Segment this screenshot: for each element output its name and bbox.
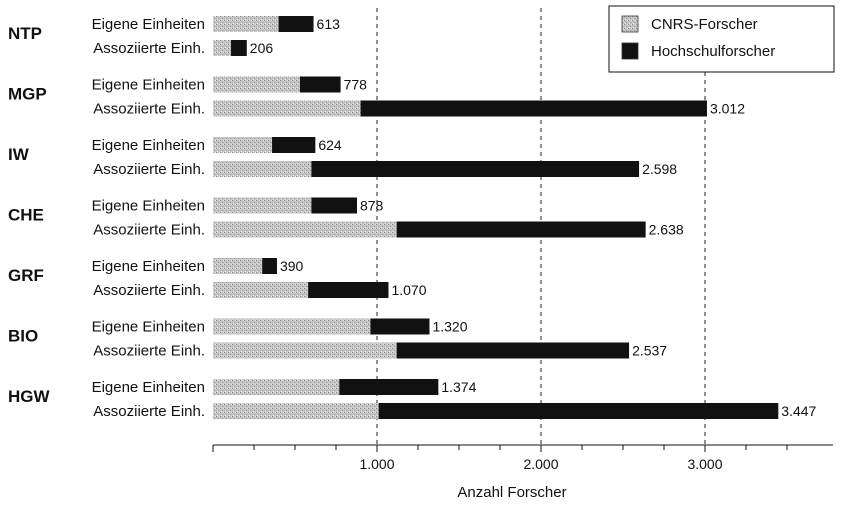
- data-label-ntp-0: 613: [317, 16, 341, 32]
- bar-cnrs-bio-0: [213, 318, 371, 335]
- group-label-hgw: HGW: [8, 387, 51, 406]
- row-label: Eigene Einheiten: [92, 77, 205, 94]
- data-label-ntp-1: 206: [250, 40, 274, 56]
- group-label-che: CHE: [8, 206, 44, 225]
- data-label-bio-0: 1.320: [432, 319, 467, 335]
- bar-hochschul-iw-0: [272, 137, 316, 153]
- row-label: Assoziierte Einh.: [93, 343, 205, 360]
- row-label: Eigene Einheiten: [92, 16, 205, 33]
- group-label-grf: GRF: [8, 266, 44, 285]
- bar-cnrs-che-0: [213, 197, 312, 214]
- bar-cnrs-che-1: [213, 221, 397, 238]
- row-label: Eigene Einheiten: [92, 379, 205, 396]
- data-label-iw-1: 2.598: [642, 161, 677, 177]
- legend-box: [608, 5, 835, 73]
- row-label: Assoziierte Einh.: [93, 222, 205, 239]
- bar-hochschul-bio-1: [396, 342, 630, 359]
- bar-hochschul-mgp-1: [360, 100, 707, 117]
- bar-hochschul-ntp-1: [231, 40, 247, 56]
- bar-cnrs-mgp-1: [213, 100, 361, 117]
- bar-hochschul-hgw-0: [339, 379, 439, 395]
- data-label-hgw-0: 1.374: [441, 379, 476, 395]
- group-label-bio: BIO: [8, 327, 38, 346]
- legend-swatch-1: [621, 42, 639, 60]
- bar-hochschul-grf-1: [308, 282, 389, 298]
- x-tick-label-1: 2.000: [523, 456, 558, 472]
- data-label-iw-0: 624: [318, 137, 342, 153]
- bars: [213, 16, 779, 419]
- bar-hochschul-che-0: [311, 197, 357, 214]
- bar-hochschul-grf-0: [262, 258, 277, 274]
- labels: NTP Eigene Einheiten 613 Assoziierte Einh. 2…: [8, 16, 817, 420]
- legend: CNRS-Forscher Hochschulforscher: [608, 5, 835, 73]
- bar-cnrs-ntp-0: [213, 16, 279, 32]
- x-tick-label-0: 1.000: [359, 456, 394, 472]
- bar-cnrs-hgw-1: [213, 403, 379, 419]
- bar-hochschul-ntp-0: [278, 16, 314, 32]
- row-label: Eigene Einheiten: [92, 258, 205, 275]
- data-label-grf-1: 1.070: [391, 282, 426, 298]
- data-label-mgp-0: 778: [344, 77, 368, 93]
- bar-cnrs-iw-0: [213, 137, 273, 153]
- legend-label-1: Hochschulforscher: [651, 43, 775, 60]
- bar-hochschul-bio-0: [370, 318, 430, 335]
- bar-hochschul-hgw-1: [378, 403, 779, 419]
- legend-label-0: CNRS-Forscher: [651, 16, 758, 33]
- group-label-ntp: NTP: [8, 24, 42, 43]
- bar-cnrs-mgp-0: [213, 76, 300, 93]
- group-label-mgp: MGP: [8, 85, 47, 104]
- row-label: Assoziierte Einh.: [93, 403, 205, 420]
- data-label-che-1: 2.638: [649, 222, 684, 238]
- bar-cnrs-iw-1: [213, 161, 312, 177]
- bar-hochschul-che-1: [396, 221, 646, 238]
- legend-swatch-0: [621, 15, 639, 33]
- group-label-iw: IW: [8, 145, 30, 164]
- x-axis: 1.000 2.000 3.000 Anzahl Forscher: [212, 444, 833, 501]
- bar-cnrs-grf-1: [213, 282, 309, 298]
- data-label-mgp-1: 3.012: [710, 101, 745, 117]
- row-label: Assoziierte Einh.: [93, 282, 205, 299]
- row-label: Assoziierte Einh.: [93, 101, 205, 118]
- data-label-hgw-1: 3.447: [781, 403, 816, 419]
- row-label: Assoziierte Einh.: [93, 40, 205, 57]
- bar-cnrs-grf-0: [213, 258, 263, 274]
- row-label: Assoziierte Einh.: [93, 161, 205, 178]
- row-label: Eigene Einheiten: [92, 319, 205, 336]
- data-label-che-0: 878: [360, 198, 384, 214]
- x-tick-label-2: 3.000: [687, 456, 722, 472]
- bar-hochschul-mgp-0: [299, 76, 341, 93]
- bar-hochschul-iw-1: [311, 161, 640, 177]
- data-label-grf-0: 390: [280, 258, 304, 274]
- data-label-bio-1: 2.537: [632, 343, 667, 359]
- row-label: Eigene Einheiten: [92, 137, 205, 154]
- row-label: Eigene Einheiten: [92, 198, 205, 215]
- bar-cnrs-bio-1: [213, 342, 397, 359]
- x-axis-title: Anzahl Forscher: [457, 484, 566, 501]
- bar-cnrs-hgw-0: [213, 379, 340, 395]
- bar-cnrs-ntp-1: [213, 40, 232, 56]
